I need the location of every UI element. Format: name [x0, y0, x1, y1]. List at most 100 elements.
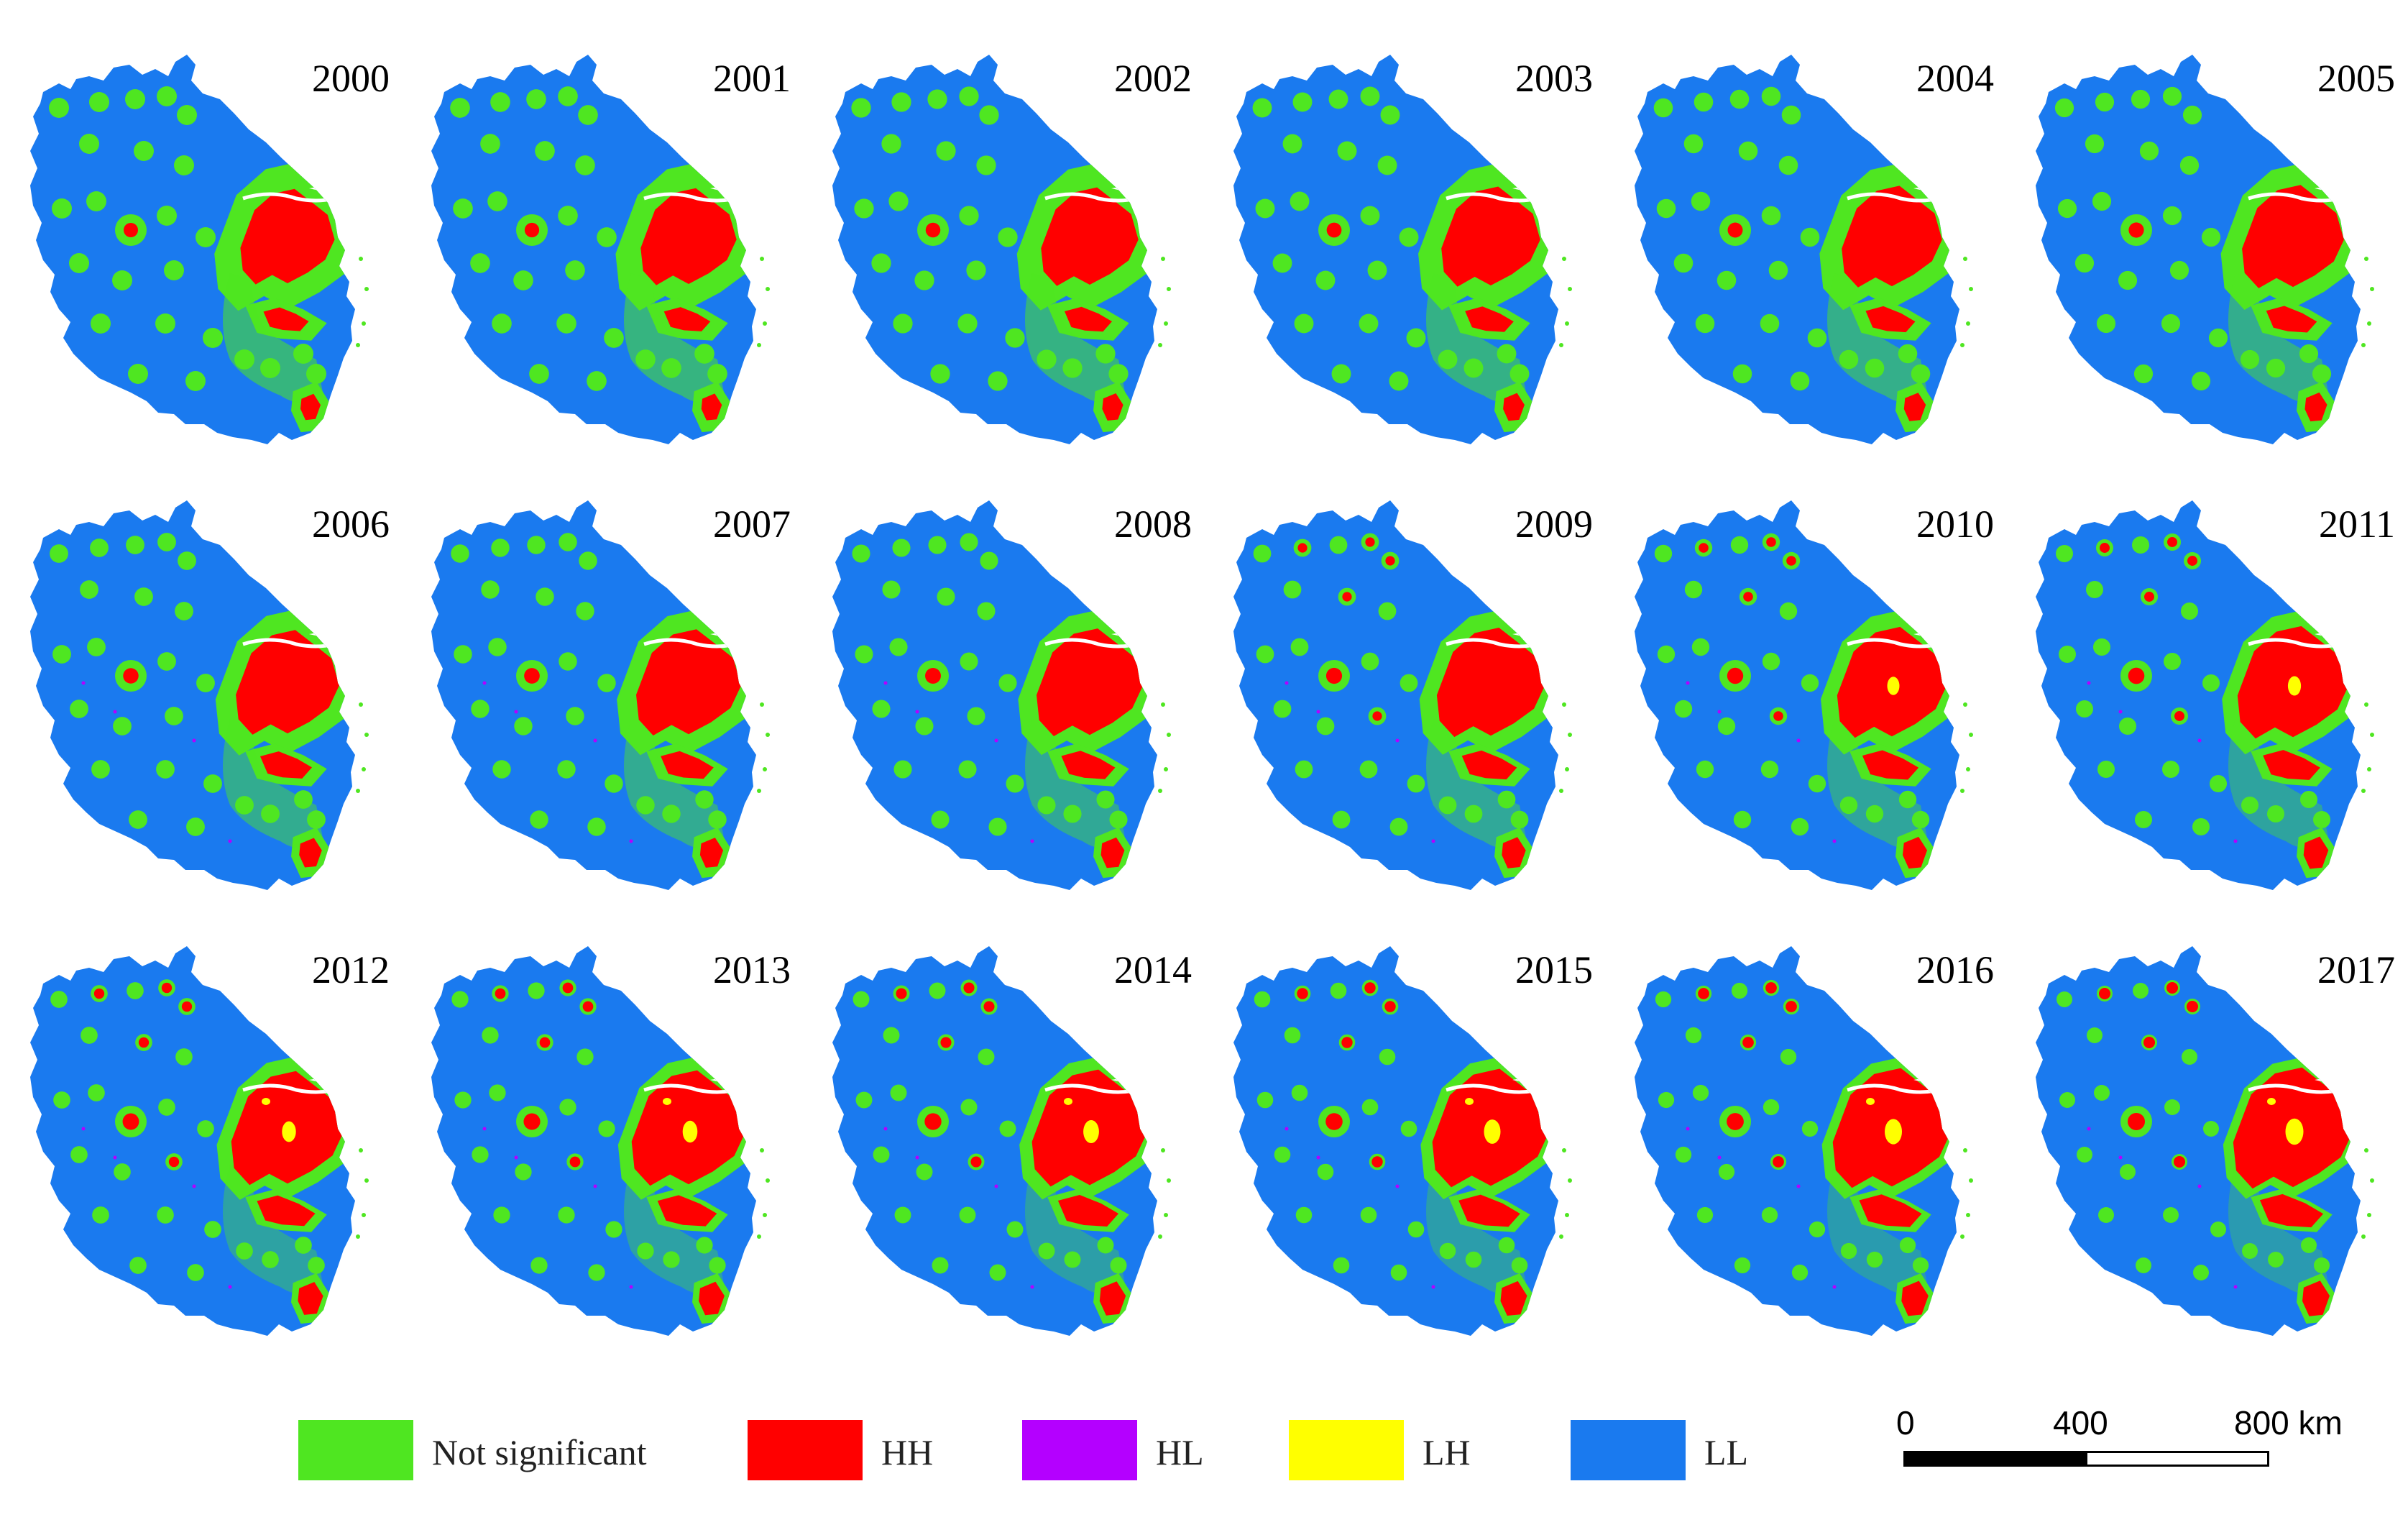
region-hh: [1057, 1195, 1119, 1227]
year-label: 2016: [1916, 948, 1994, 991]
region-hh: [1859, 1194, 1922, 1227]
city-halo: [2209, 774, 2228, 793]
city-core: [1341, 1037, 1353, 1048]
city-halo: [989, 1264, 1006, 1281]
region-not-significant: [1025, 719, 1126, 848]
region-hl: [593, 1184, 597, 1188]
island: [760, 1148, 764, 1152]
city-halo: [2182, 1049, 2197, 1065]
island: [760, 257, 764, 261]
region-not-significant: [1827, 1165, 1928, 1294]
region-hh: [236, 630, 339, 735]
city-halo: [579, 551, 597, 570]
island: [2364, 702, 2368, 707]
city-halo: [1656, 198, 1676, 219]
city-halo: [1290, 638, 1309, 656]
region-hl: [1316, 1155, 1320, 1160]
region-ll: [30, 500, 355, 890]
region-not-significant: [1025, 273, 1126, 403]
city-core: [1699, 543, 1709, 553]
city-core: [1384, 1001, 1396, 1012]
city-halo: [1718, 1163, 1735, 1181]
city-halo: [853, 991, 870, 1008]
city-halo: [2097, 760, 2115, 779]
region-hh: [1325, 667, 1343, 684]
city-halo: [637, 1242, 654, 1260]
city-halo: [937, 587, 955, 606]
city-core: [983, 1001, 995, 1012]
city-halo: [1037, 796, 1056, 815]
city-halo: [576, 1048, 594, 1065]
region-not-significant: [624, 1165, 725, 1294]
map-panel-2004: 2004: [1619, 22, 2020, 467]
region-hh: [663, 307, 711, 331]
city-halo: [1407, 1221, 1425, 1238]
region-hh: [1037, 628, 1143, 736]
city-halo: [559, 533, 577, 551]
city-core: [1786, 556, 1796, 566]
city-halo: [556, 313, 576, 334]
island: [1158, 1234, 1162, 1239]
map-panel-2014: 2014: [817, 913, 1218, 1359]
island: [1966, 321, 1970, 326]
city-core: [93, 988, 105, 999]
city-halo: [1692, 1084, 1709, 1101]
city-halo: [893, 313, 913, 334]
city-halo: [966, 260, 986, 280]
island: [1559, 343, 1563, 347]
region-hh: [1041, 187, 1139, 286]
region-hh: [1099, 1281, 1126, 1316]
island: [757, 343, 761, 347]
city-halo: [1691, 638, 1710, 656]
legend-swatch: [1289, 1420, 1404, 1480]
city-halo: [959, 1206, 976, 1224]
region-hh: [661, 751, 714, 779]
city-halo: [1498, 1237, 1515, 1254]
region-hl: [482, 681, 487, 685]
city-halo: [113, 717, 132, 735]
city-halo: [88, 1084, 105, 1101]
city-halo: [527, 536, 546, 554]
region-hh: [1901, 1280, 1929, 1316]
region-not-significant: [223, 273, 323, 403]
city-halo: [53, 1091, 70, 1109]
city-halo: [1696, 1206, 1714, 1224]
year-label: 2013: [713, 948, 791, 991]
region-not-significant: [1426, 273, 1527, 403]
region-hl: [81, 681, 86, 685]
city-core: [161, 982, 173, 994]
map-panel-2008: 2008: [817, 467, 1218, 913]
region-hh: [1903, 393, 1926, 421]
city-halo: [79, 134, 99, 154]
island: [364, 287, 369, 291]
region-hl: [915, 710, 919, 714]
region-hh: [123, 668, 139, 684]
island: [766, 733, 770, 737]
map-panel-2002: 2002: [817, 22, 1218, 467]
city-halo: [492, 313, 512, 334]
city-halo: [513, 270, 533, 290]
city-halo: [2118, 717, 2137, 735]
city-halo: [128, 364, 148, 384]
city-halo: [2163, 1207, 2179, 1223]
region-hl: [2087, 681, 2091, 685]
island: [757, 789, 761, 793]
map-panel-2006: 2006: [14, 467, 415, 913]
city-halo: [175, 1048, 193, 1065]
city-core: [1364, 982, 1376, 994]
year-label: 2003: [1515, 57, 1593, 100]
city-halo: [998, 674, 1017, 692]
region-hh: [1065, 306, 1112, 332]
city-halo: [2092, 638, 2111, 656]
city-halo: [2133, 364, 2154, 384]
city-halo: [293, 344, 313, 364]
city-halo: [2161, 313, 2181, 334]
city-core: [1342, 592, 1352, 602]
city-halo: [663, 1251, 680, 1268]
region-hl: [113, 1155, 117, 1160]
city-halo: [481, 580, 500, 599]
island: [362, 321, 366, 326]
city-halo: [2240, 349, 2260, 370]
region-hl: [1717, 1155, 1722, 1160]
region-hl: [1030, 839, 1034, 843]
